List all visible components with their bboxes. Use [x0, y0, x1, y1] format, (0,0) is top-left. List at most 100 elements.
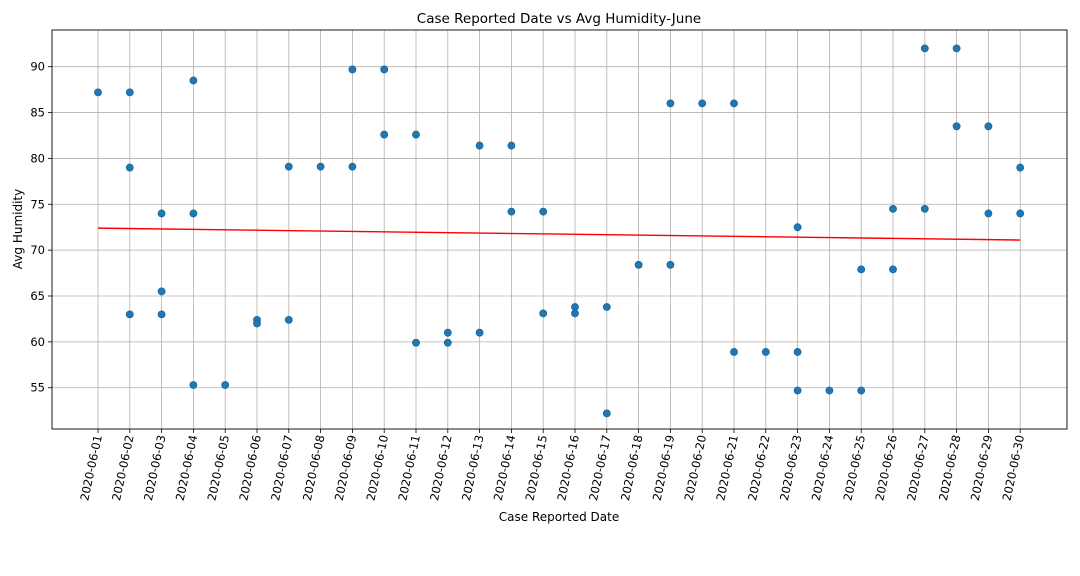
x-tick-label: 2020-06-10 — [364, 434, 392, 502]
y-tick-label: 75 — [30, 197, 45, 211]
scatter-point — [157, 287, 166, 296]
scatter-point — [125, 88, 134, 97]
chart-title: Case Reported Date vs Avg Humidity-June — [417, 11, 701, 27]
x-tick-label: 2020-06-25 — [841, 434, 869, 502]
scatter-point — [348, 162, 357, 171]
x-tick-label: 2020-06-21 — [713, 434, 741, 502]
data-points — [94, 44, 1025, 418]
scatter-point — [857, 265, 866, 274]
scatter-point — [602, 303, 611, 311]
x-tick-label: 2020-06-05 — [205, 434, 233, 502]
y-axis-label: Avg Humidity — [11, 189, 25, 269]
x-tick-label: 2020-06-04 — [173, 434, 201, 502]
scatter-point — [793, 386, 802, 395]
scatter-point — [539, 309, 548, 318]
scatter-point — [1016, 163, 1025, 172]
scatter-point — [793, 348, 802, 356]
x-tick-label: 2020-06-28 — [936, 434, 964, 502]
x-tick-label: 2020-06-11 — [395, 434, 423, 502]
x-tick-label: 2020-06-24 — [809, 434, 837, 502]
scatter-point — [730, 99, 738, 108]
x-axis-label: Case Reported Date — [499, 510, 619, 524]
axes: 2020-06-01 2020-06-02 2020-06-03 2020-06-04… — [30, 29, 1068, 502]
x-tick-label: 2020-06-19 — [650, 434, 678, 502]
scatter-point — [475, 141, 484, 150]
x-tick-label: 2020-06-20 — [682, 434, 710, 502]
trend-line — [97, 227, 1021, 241]
scatter-point — [443, 328, 452, 337]
scatter-point — [189, 209, 198, 218]
x-tick-label: 2020-06-06 — [236, 434, 264, 502]
scatter-point — [380, 130, 389, 139]
scatter-point — [507, 207, 516, 216]
scatter-point — [825, 386, 834, 395]
x-tick-label: 2020-06-15 — [523, 434, 551, 502]
x-tick-label: 2020-06-07 — [268, 434, 296, 502]
scatter-point — [412, 338, 420, 347]
x-tick-label: 2020-06-16 — [554, 434, 582, 502]
scatter-point — [571, 309, 579, 318]
x-tick-label: 2020-06-01 — [77, 434, 105, 502]
scatter-point — [571, 303, 579, 311]
scatter-point — [730, 348, 738, 356]
y-tick-label: 70 — [30, 243, 45, 257]
scatter-point — [380, 65, 389, 74]
scatter-point — [475, 328, 484, 337]
scatter-point — [443, 338, 452, 347]
scatter-point — [952, 44, 961, 53]
scatter-point — [125, 310, 134, 319]
x-tick-label: 2020-06-18 — [618, 434, 646, 502]
x-tick-label: 2020-06-09 — [332, 434, 360, 502]
y-tick-label: 85 — [30, 106, 45, 120]
x-tick-label: 2020-06-08 — [300, 434, 328, 502]
x-tick-label: 2020-06-22 — [745, 434, 773, 502]
scatter-point — [125, 163, 134, 172]
scatter-point — [889, 265, 897, 274]
scatter-point — [284, 162, 293, 171]
scatter-point — [984, 122, 993, 131]
scatter-point — [920, 44, 929, 53]
x-tick-label: 2020-06-27 — [904, 434, 932, 502]
trend-line-layer — [97, 227, 1021, 241]
scatter-point — [253, 319, 261, 328]
scatter-point — [507, 141, 516, 150]
x-tick-label: 2020-06-14 — [491, 434, 519, 502]
scatter-point — [793, 223, 802, 232]
scatter-point — [316, 162, 325, 171]
y-tick-label: 80 — [30, 151, 45, 165]
scatter-point — [666, 260, 675, 269]
x-tick-label: 2020-06-29 — [968, 434, 996, 502]
x-tick-label: 2020-06-30 — [1000, 434, 1028, 502]
scatter-point — [984, 209, 993, 218]
y-tick-label: 55 — [30, 381, 45, 395]
scatter-point — [602, 409, 611, 418]
scatter-point — [412, 130, 420, 139]
x-tick-label: 2020-06-03 — [141, 434, 169, 502]
scatter-point — [952, 122, 961, 131]
x-tick-label: 2020-06-23 — [777, 434, 805, 502]
scatter-point — [889, 204, 897, 213]
scatter-point — [1016, 209, 1025, 218]
x-tick-label: 2020-06-17 — [586, 434, 614, 502]
scatter-point — [634, 260, 643, 269]
scatter-point — [157, 310, 166, 319]
plot-frame — [51, 29, 1068, 430]
scatter-point — [920, 204, 929, 213]
scatter-point — [189, 381, 198, 389]
scatter-point — [348, 65, 357, 74]
scatter-point — [284, 315, 293, 324]
scatter-point — [221, 381, 230, 389]
scatter-point — [761, 348, 770, 356]
scatter-point — [666, 99, 675, 108]
x-tick-label: 2020-06-13 — [459, 434, 487, 502]
scatter-point — [94, 88, 102, 97]
scatter-point — [157, 209, 166, 218]
scatter-point — [539, 207, 548, 216]
x-tick-label: 2020-06-02 — [109, 434, 137, 502]
grid-lines — [52, 30, 1067, 429]
y-tick-label: 65 — [30, 289, 45, 303]
x-tick-label: 2020-06-12 — [427, 434, 455, 502]
scatter-point — [857, 386, 866, 395]
x-tick-label: 2020-06-26 — [872, 434, 900, 502]
